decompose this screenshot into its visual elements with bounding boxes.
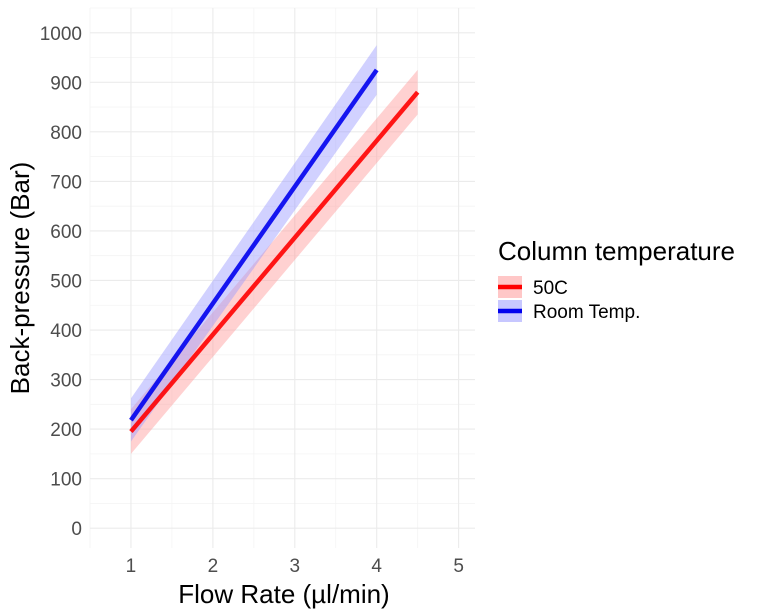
series-line-fifty-c: [129, 90, 420, 434]
x-tick-label: 3: [289, 556, 300, 577]
legend-key: [498, 300, 522, 322]
y-tick-label: 500: [50, 271, 82, 292]
confidence-bands: [130, 45, 418, 454]
x-tick-label: 1: [126, 556, 137, 577]
legend-label: 50C: [533, 278, 568, 299]
y-tick-label: 400: [50, 321, 82, 342]
y-tick-label: 1000: [40, 24, 82, 45]
x-tick-label: 4: [371, 556, 382, 577]
y-tick-label: 600: [50, 222, 82, 243]
series-line-room-temp: [129, 68, 379, 422]
y-tick-label: 300: [50, 371, 82, 392]
y-tick-label: 900: [50, 73, 82, 94]
x-axis-ticks: 1 2 3 4 5: [126, 556, 464, 577]
y-tick-label: 200: [50, 420, 82, 441]
legend: Column temperature 50C Room Temp.: [498, 236, 735, 323]
x-axis-title: Flow Rate (µl/min): [178, 579, 389, 609]
legend-title: Column temperature: [498, 236, 735, 266]
y-tick-label: 700: [50, 172, 82, 193]
x-tick-label: 2: [208, 556, 219, 577]
y-tick-label: 100: [50, 470, 82, 491]
x-tick-label: 5: [453, 556, 464, 577]
legend-items: 50C Room Temp.: [498, 276, 640, 323]
y-axis-ticks: 0 100 200 300 400 500 600 700 800 900 1000: [40, 24, 82, 540]
y-tick-label: 0: [71, 519, 82, 540]
y-tick-label: 800: [50, 123, 82, 144]
y-axis-title: Back-pressure (Bar): [5, 162, 35, 395]
grid: [89, 7, 475, 548]
legend-label: Room Temp.: [533, 302, 640, 323]
legend-key: [498, 276, 522, 298]
regression-lines: [129, 68, 420, 434]
